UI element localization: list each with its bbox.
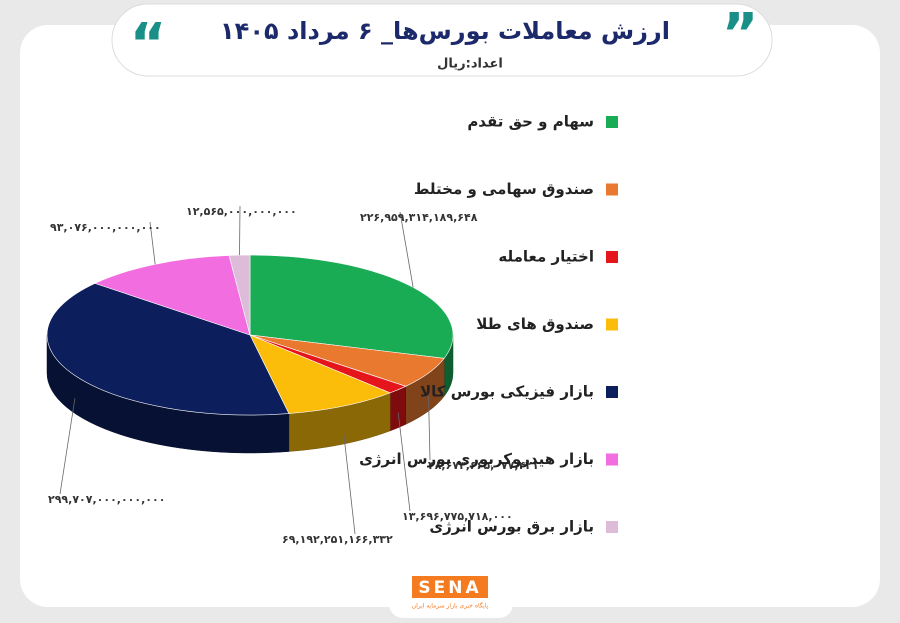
legend-swatch (606, 251, 618, 263)
data-label: ۱۳,۶۹۶,۷۷۵,۷۱۸,۰۰۰ (402, 510, 513, 523)
leader-line (149, 221, 156, 265)
legend-label: صندوق های طلا (476, 315, 594, 333)
data-label: ۶۹,۱۹۲,۲۵۱,۱۶۶,۳۳۲ (282, 533, 393, 546)
legend-label: بازار برق بورس انرژی (429, 518, 594, 536)
legend-label: اختیار معامله (498, 248, 594, 266)
slice (249, 334, 391, 414)
pie: ۲۲۶,۹۵۹,۳۱۴,۱۸۹,۶۴۸ ۴۸,۶۷۳,۶۶۵,۰۷۷,۴۲۱ ۱۳,… (46, 205, 539, 546)
card (20, 25, 880, 607)
data-label: ۱۲,۵۶۵,۰۰۰,۰۰۰,۰۰۰ (186, 205, 297, 218)
chart-title: ارزش معاملات بورس‌ها_ ۶ مرداد ۱۴۰۵ (220, 17, 670, 45)
legend-swatch (606, 386, 618, 398)
title-pill (111, 3, 773, 77)
legend-swatch (606, 318, 618, 331)
slice-side (389, 385, 406, 432)
logo: SENA (418, 578, 481, 598)
leader-line (428, 395, 431, 461)
legend-swatch (606, 183, 618, 196)
legend-label: بازار فیزیکی بورس کالا (420, 383, 594, 401)
quote-mark: ” (722, 2, 759, 67)
slice (249, 254, 454, 359)
legend-swatch (606, 453, 618, 466)
legend-swatch (606, 521, 618, 533)
chart-subtitle: اعداد:ریال (437, 57, 503, 72)
legend-swatch (606, 116, 618, 128)
legend-label: بازار هیدروکربوری بورس انرژی (359, 450, 594, 468)
logo-bg (412, 576, 488, 598)
legend-label: صندوق سهامی و مختلط (414, 180, 594, 198)
leader-line (397, 412, 411, 512)
leader-line (59, 398, 76, 495)
legend: سهام و حق تقدم صندوق سهامی و مختلط اختیار … (359, 113, 618, 536)
slice (228, 254, 251, 336)
logo-caption: پایگاه خبری بازار سرمایه ایران (412, 602, 489, 610)
data-label: ۲۹۹,۷۰۷,۰۰۰,۰۰۰,۰۰۰ (48, 493, 165, 506)
legend-label: سهام و حق تقدم (467, 113, 594, 131)
leader-line (399, 211, 414, 288)
data-label: ۹۳,۰۷۶,۰۰۰,۰۰۰,۰۰۰ (50, 221, 161, 234)
data-label: ۴۸,۶۷۳,۶۶۵,۰۷۷,۴۲۱ (428, 459, 539, 472)
leader-line (342, 428, 356, 535)
slice (46, 283, 290, 416)
data-label: ۲۲۶,۹۵۹,۳۱۴,۱۸۹,۶۴۸ (360, 211, 478, 224)
quote-mark: “ (130, 12, 167, 77)
